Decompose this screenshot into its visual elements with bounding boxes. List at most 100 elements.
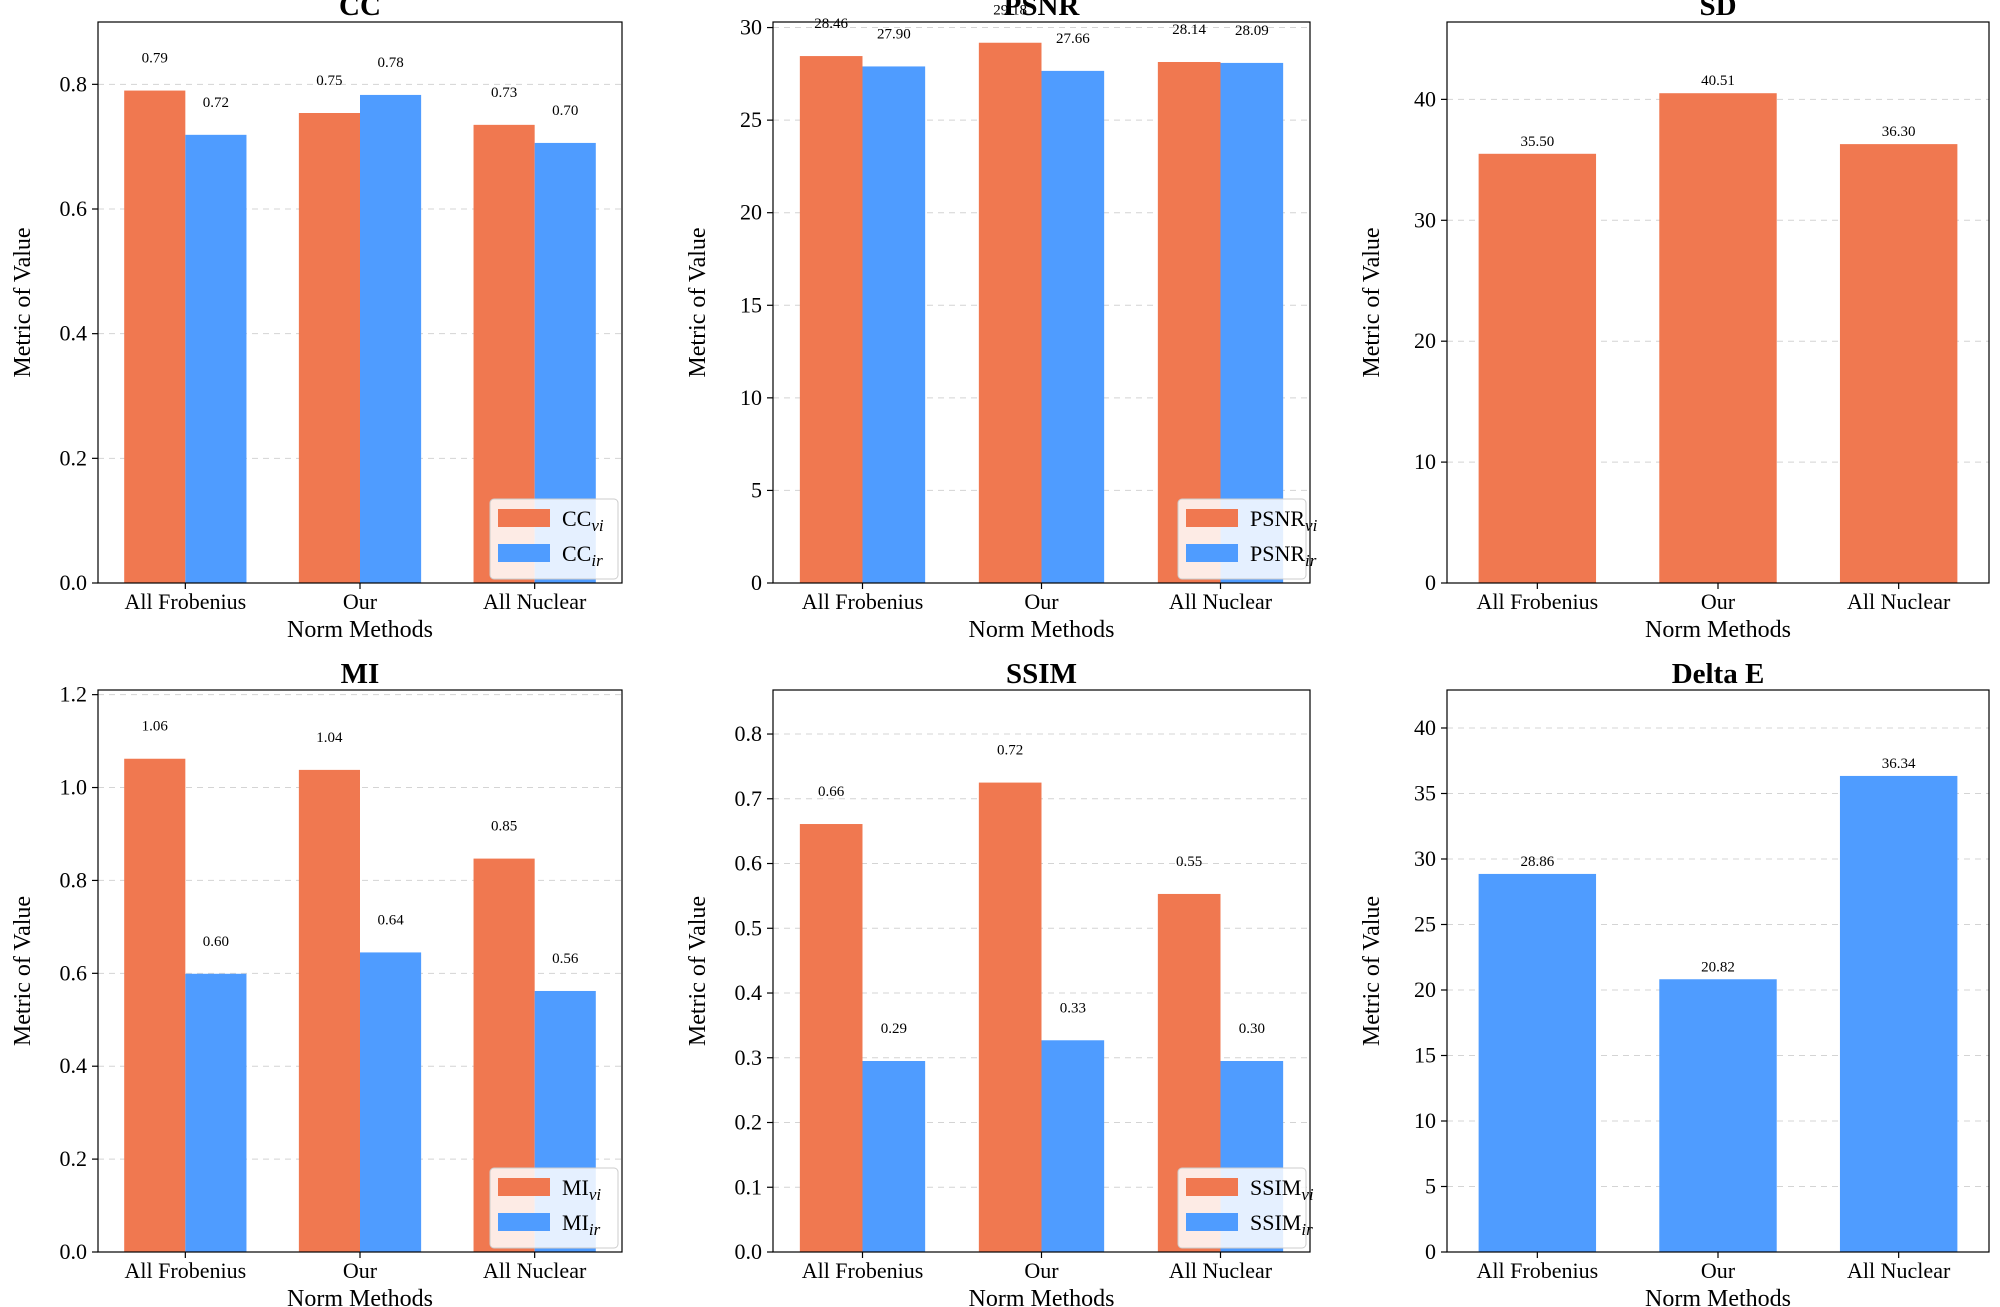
x-axis-label: Norm Methods — [1645, 1286, 1791, 1307]
chart-cc: 0.79 0.75 0.73 0.72 0.78 0.70 0.0 0.2 0.4 0.6 0.8 A… — [10, 0, 623, 643]
y-tick-label: 0.0 — [735, 1239, 763, 1264]
legend-metric: CC — [562, 541, 591, 566]
y-tick-label: 20 — [740, 200, 762, 225]
bar-ssim-vi-0 — [799, 824, 863, 1252]
data-label: 1.06 — [142, 719, 169, 735]
legend-swatch-ir — [1186, 1213, 1238, 1231]
y-tick-label: 10 — [740, 385, 762, 410]
y-tick-label: 5 — [751, 477, 762, 502]
legend: SSIMvi SSIMir — [1177, 1167, 1314, 1249]
y-tick-label: 30 — [1414, 846, 1436, 871]
data-label: 0.56 — [552, 951, 579, 967]
legend-swatch-vi — [1186, 509, 1238, 527]
x-tick-label: All Nuclear — [483, 589, 587, 614]
y-tick-label: 25 — [740, 107, 762, 132]
y-tick-label: 0.7 — [735, 786, 763, 811]
legend-metric: MI — [562, 1175, 589, 1200]
x-tick-label: Our — [343, 1258, 378, 1283]
legend-label-vi: CCvi — [562, 506, 604, 535]
legend-swatch-ir — [498, 544, 550, 562]
bar-cc-vi-0 — [124, 90, 186, 584]
y-tick-label: 0.2 — [60, 1146, 88, 1171]
chart-deltae: 28.86 20.82 36.34 0 5 10 15 20 25 30 35 40 All Frobe… — [1359, 658, 1990, 1307]
y-tick-label: 1.2 — [60, 682, 88, 707]
chart-title: CC — [339, 0, 381, 22]
legend-metric: MI — [562, 1210, 589, 1235]
bar-ssim-ir-0 — [862, 1060, 926, 1252]
bar-sd-value-0 — [1478, 153, 1597, 584]
chart-psnr: 28.46 29.18 28.14 27.90 27.66 28.09 0 5 10 15 20 25… — [685, 0, 1318, 643]
bar-psnr-vi-1 — [978, 42, 1042, 583]
x-tick-label: All Frobenius — [125, 589, 247, 614]
bar-mi-vi-0 — [124, 758, 186, 1252]
x-axis-label: Norm Methods — [969, 617, 1115, 643]
chart-ssim: 0.66 0.72 0.55 0.29 0.33 0.30 0.0 0.1 0.2 0.3 0.4 0… — [685, 658, 1314, 1307]
legend-label-vi: SSIMvi — [1250, 1175, 1314, 1204]
data-label: 0.72 — [997, 743, 1023, 759]
y-tick-label: 40 — [1414, 715, 1436, 740]
y-tick-label: 0.4 — [60, 1053, 88, 1078]
y-tick-label: 0.8 — [60, 867, 88, 892]
x-tick-label: All Nuclear — [1847, 1258, 1951, 1283]
legend-swatch-ir — [498, 1213, 550, 1231]
data-label: 36.34 — [1882, 756, 1916, 772]
y-tick-label: 20 — [1414, 328, 1436, 353]
y-tick-label: 0.6 — [735, 851, 763, 876]
data-label: 28.09 — [1235, 23, 1269, 39]
bar-psnr-ir-1 — [1041, 70, 1105, 583]
bar-cc-ir-0 — [185, 134, 247, 583]
legend-subscript: vi — [591, 516, 604, 535]
y-axis-label: Metric of Value — [10, 227, 36, 377]
x-tick-label: All Nuclear — [483, 1258, 587, 1283]
y-tick-label: 0.8 — [60, 71, 88, 96]
data-label: 0.29 — [881, 1021, 907, 1037]
data-label: 28.86 — [1520, 854, 1554, 870]
y-tick-label: 10 — [1414, 449, 1436, 474]
data-label: 29.18 — [993, 3, 1027, 19]
legend-subscript: ir — [1305, 551, 1317, 570]
legend-label-ir: SSIMir — [1250, 1210, 1313, 1239]
data-label: 0.85 — [491, 819, 517, 835]
y-axis-label: Metric of Value — [685, 896, 711, 1046]
x-axis-label: Norm Methods — [1645, 617, 1791, 643]
x-tick-label: All Nuclear — [1847, 589, 1951, 614]
data-label: 1.04 — [316, 730, 343, 746]
bar-psnr-ir-0 — [862, 66, 926, 583]
bar-psnr-vi-2 — [1157, 61, 1221, 584]
bar-ssim-vi-1 — [978, 782, 1042, 1252]
chart-title: SSIM — [1006, 658, 1077, 690]
chart-title: MI — [341, 658, 380, 690]
bar-cc-vi-1 — [298, 113, 360, 584]
y-axis-label: Metric of Value — [1359, 227, 1385, 377]
y-tick-label: 0 — [1425, 570, 1436, 595]
y-tick-label: 0.2 — [735, 1110, 763, 1135]
x-tick-label: All Nuclear — [1169, 1258, 1273, 1283]
y-axis-label: Metric of Value — [10, 896, 36, 1046]
data-label: 0.60 — [203, 934, 229, 950]
data-label: 40.51 — [1701, 73, 1735, 89]
x-tick-label: All Frobenius — [1477, 589, 1599, 614]
x-tick-label: Our — [343, 589, 378, 614]
legend-label-ir: PSNRir — [1250, 541, 1317, 570]
legend-metric: SSIM — [1250, 1175, 1301, 1200]
y-tick-label: 20 — [1414, 977, 1436, 1002]
x-tick-label: All Frobenius — [802, 1258, 924, 1283]
bar-mi-vi-1 — [298, 769, 360, 1252]
legend-subscript: vi — [589, 1185, 602, 1204]
data-label: 0.30 — [1239, 1021, 1265, 1037]
bar-ssim-ir-1 — [1041, 1040, 1105, 1252]
legend-label-ir: CCir — [562, 541, 603, 570]
chart-sd: 35.50 40.51 36.30 0 10 20 30 40 All Frobenius Our… — [1359, 0, 1990, 643]
y-tick-label: 0 — [751, 570, 762, 595]
bar-mi-ir-1 — [360, 952, 422, 1252]
y-tick-label: 5 — [1425, 1173, 1436, 1198]
y-tick-label: 0.4 — [735, 980, 763, 1005]
data-label: 36.30 — [1882, 124, 1916, 140]
legend-subscript: vi — [1305, 516, 1318, 535]
legend: CCvi CCir — [489, 498, 619, 580]
y-axis-label: Metric of Value — [685, 227, 711, 377]
y-tick-label: 0.6 — [60, 196, 88, 221]
data-label: 0.78 — [377, 55, 403, 71]
